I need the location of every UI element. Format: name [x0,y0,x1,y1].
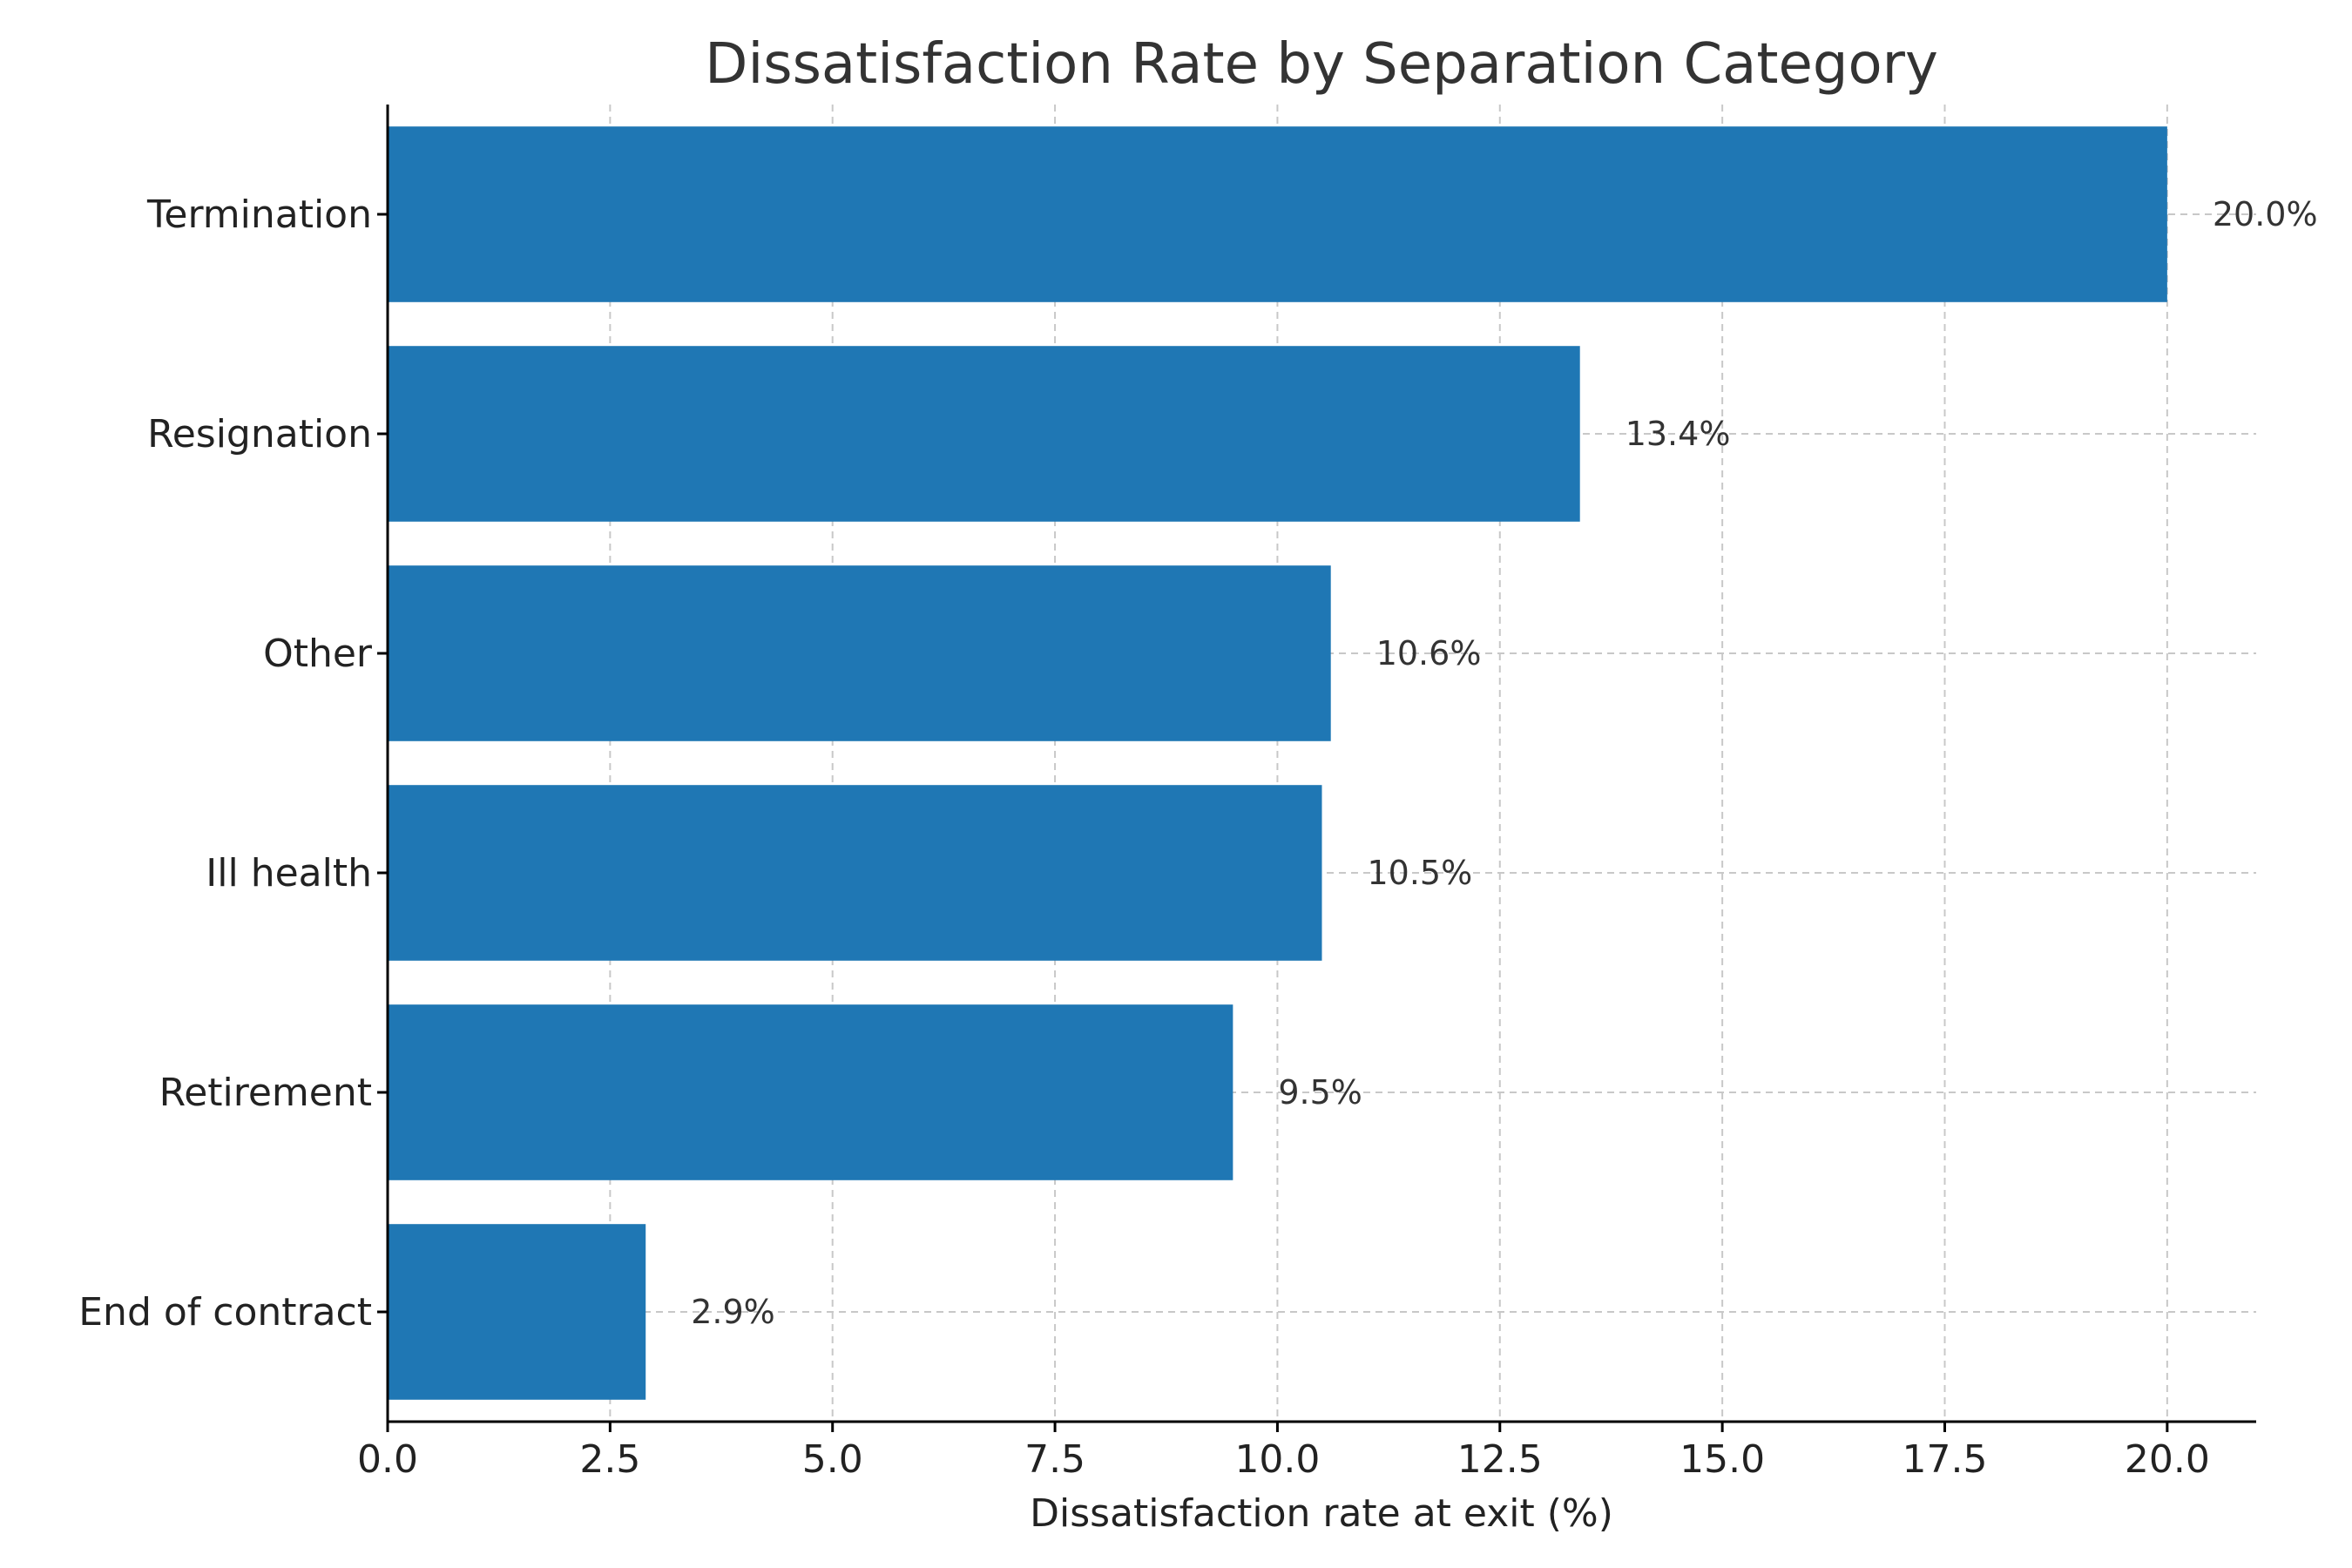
bar [388,565,1331,741]
y-tick-label: Resignation [147,412,372,456]
y-tick-label: Ill health [206,851,372,896]
chart-title: Dissatisfaction Rate by Separation Categ… [705,32,1938,97]
bar [388,1004,1233,1180]
y-tick-label: End of contract [78,1290,372,1335]
bar-value-label: 13.4% [1625,415,1731,453]
x-tick-label: 2.5 [579,1437,640,1482]
y-axis-ticks: Termination Resignation Other Ill health Ret… [78,193,388,1335]
bars [388,126,2167,1400]
bar-value-label: 9.5% [1278,1073,1362,1112]
x-axis-label: Dissatisfaction rate at exit (%) [1030,1491,1613,1536]
x-tick-label: 5.0 [802,1437,863,1482]
y-tick-label: Other [263,632,373,676]
bar-value-label: 20.0% [2213,195,2318,233]
x-tick-label: 20.0 [2125,1437,2210,1482]
x-tick-label: 12.5 [1457,1437,1543,1482]
x-axis-ticks: 0.0 2.5 5.0 7.5 10.0 12.5 15.0 17.5 20.0 [357,1422,2210,1482]
bar-value-label: 2.9% [691,1293,775,1331]
bar-value-label: 10.6% [1376,634,1482,672]
x-tick-label: 17.5 [1903,1437,1988,1482]
x-tick-label: 15.0 [1680,1437,1765,1482]
data-labels: 20.0% 13.4% 10.6% 10.5% 9.5% 2.9% [691,195,2317,1331]
x-tick-label: 7.5 [1024,1437,1085,1482]
bar [388,785,1322,961]
bar-value-label: 10.5% [1368,854,1473,892]
bar [388,126,2167,302]
y-tick-label: Termination [146,193,372,237]
bar [388,346,1580,522]
x-tick-label: 10.0 [1234,1437,1320,1482]
y-tick-label: Retirement [159,1071,372,1115]
bar [388,1224,646,1400]
x-tick-label: 0.0 [357,1437,418,1482]
